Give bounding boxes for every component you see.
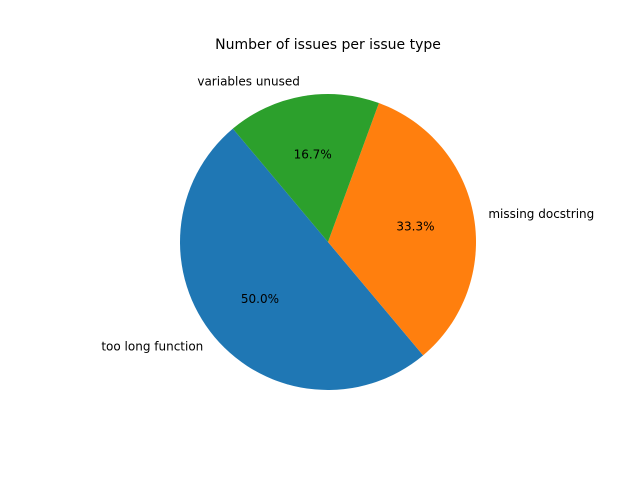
- pie-labels: too long function 50.0% missing docstring 3…: [101, 75, 594, 354]
- slice-label-2: variables unused: [197, 75, 300, 89]
- slice-label-0: too long function: [101, 340, 203, 354]
- slice-percent-1: 33.3%: [396, 220, 434, 234]
- pie-slice-missing-docstring: [328, 103, 477, 356]
- slice-percent-2: 16.7%: [294, 148, 332, 162]
- chart-title: Number of issues per issue type: [215, 37, 441, 53]
- slice-percent-0: 50.0%: [241, 292, 279, 306]
- slice-label-1: missing docstring: [488, 207, 594, 221]
- pie-slices: [180, 94, 477, 390]
- pie-slice-variables-unused: [232, 94, 379, 242]
- pie-slice-too-long-function: [180, 128, 424, 390]
